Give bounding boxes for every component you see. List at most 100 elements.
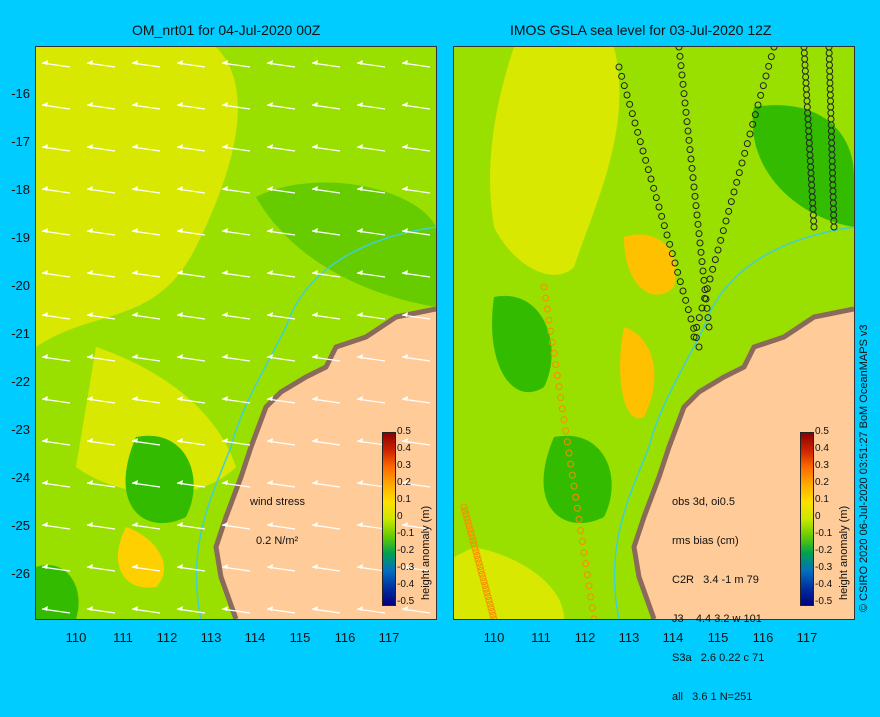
- wind-arrow-head: [357, 102, 363, 107]
- colorbar-tick-label: -0.5: [815, 596, 833, 607]
- altimetry-obs: [488, 608, 496, 616]
- wind-arrow-head: [402, 102, 408, 107]
- altimetry-obs: [830, 223, 838, 231]
- wind-arrow-head: [267, 438, 273, 443]
- x-tick-label-right: 114: [662, 630, 684, 645]
- altimetry-obs: [703, 304, 711, 312]
- wind-arrow-head: [87, 270, 93, 275]
- wind-arrow-head: [222, 396, 228, 401]
- y-tick-label: -23: [11, 422, 30, 437]
- altimetry-obs: [658, 212, 666, 220]
- altimetry-obs: [754, 101, 762, 109]
- altimetry-obs: [693, 323, 701, 331]
- altimetry-obs: [698, 304, 706, 312]
- altimetry-obs: [553, 372, 561, 380]
- left-map-panel: [35, 46, 437, 620]
- wind-arrow-head: [357, 60, 363, 65]
- altimetry-obs: [626, 100, 634, 108]
- altimetry-obs: [741, 149, 749, 157]
- altimetry-obs: [480, 578, 488, 586]
- colorbar-tick-label: 0.4: [397, 443, 411, 454]
- colorbar-tick-label: -0.2: [815, 545, 833, 556]
- x-tick-label-right: 111: [531, 630, 551, 645]
- y-tick-label: -17: [11, 134, 30, 149]
- wind-arrow-head: [87, 480, 93, 485]
- wind-arrow-head: [267, 60, 273, 65]
- obs-stats-row: S3a 2.6 0.22 c 71: [672, 652, 765, 664]
- land-mass: [634, 309, 854, 619]
- altimetry-obs: [762, 72, 770, 80]
- wind-arrow-head: [132, 186, 138, 191]
- wind-arrow-head: [267, 144, 273, 149]
- altimetry-obs: [573, 504, 581, 512]
- colorbar-tick-label: -0.5: [397, 596, 415, 607]
- obs-stats-block: obs 3d, oi0.5 rms bias (cm) C2R 3.4 -1 m…: [672, 470, 764, 717]
- altimetry-obs: [709, 265, 717, 273]
- wind-arrow-head: [132, 354, 138, 359]
- altimetry-obs: [701, 294, 709, 302]
- altimetry-obs: [577, 526, 585, 534]
- wind-arrow-head: [87, 60, 93, 65]
- colorbar-tick-label: 0.5: [815, 426, 829, 437]
- colorbar-tick-label: 0.2: [815, 477, 829, 488]
- altimetry-obs: [570, 482, 578, 490]
- altimetry-obs: [767, 53, 775, 61]
- sea-anomaly-low: [125, 435, 194, 524]
- wind-arrow-head: [222, 312, 228, 317]
- colorbar-title-right: height anomaly (m): [838, 505, 850, 600]
- altimetry-obs: [730, 188, 738, 196]
- altimetry-obs: [678, 71, 686, 79]
- wind-arrow-head: [222, 144, 228, 149]
- altimetry-obs: [680, 90, 688, 98]
- wind-arrow-head: [222, 270, 228, 275]
- altimetry-obs: [560, 416, 568, 424]
- altimetry-obs: [485, 596, 493, 604]
- y-tick-label: -24: [11, 470, 30, 485]
- altimetry-obs: [470, 540, 478, 548]
- wind-arrow-head: [177, 144, 183, 149]
- wind-arrow-head: [402, 396, 408, 401]
- wind-arrow-head: [222, 480, 228, 485]
- wind-arrow-head: [177, 60, 183, 65]
- altimetry-obs: [695, 230, 703, 238]
- altimetry-obs: [687, 155, 695, 163]
- altimetry-obs: [746, 130, 754, 138]
- wind-arrow-head: [177, 228, 183, 233]
- altimetry-obs: [689, 174, 697, 182]
- altimetry-obs: [582, 560, 590, 568]
- altimetry-obs: [563, 438, 571, 446]
- wind-arrow-head: [177, 312, 183, 317]
- wind-arrow-head: [87, 438, 93, 443]
- wind-arrow-head: [312, 606, 318, 611]
- wind-arrow-head: [222, 522, 228, 527]
- altimetry-obs: [671, 259, 679, 267]
- altimetry-obs: [690, 333, 698, 341]
- altimetry-obs: [676, 278, 684, 286]
- altimetry-obs: [663, 231, 671, 239]
- colorbar-tick-label: -0.2: [397, 545, 415, 556]
- wind-arrow-head: [222, 354, 228, 359]
- wind-arrow-head: [42, 228, 48, 233]
- colorbar-tick-label: -0.1: [397, 528, 415, 539]
- colorbar-tick-label: -0.3: [815, 562, 833, 573]
- wind-arrow-head: [42, 312, 48, 317]
- wind-arrow-head: [222, 102, 228, 107]
- altimetry-obs: [711, 256, 719, 264]
- wind-arrow-head: [132, 564, 138, 569]
- altimetry-obs: [697, 248, 705, 256]
- wind-arrow-head: [312, 564, 318, 569]
- altimetry-obs: [562, 427, 570, 435]
- wind-arrow-head: [42, 606, 48, 611]
- colorbar-left: [382, 432, 396, 606]
- wind-arrow-head: [312, 522, 318, 527]
- altimetry-obs: [683, 118, 691, 126]
- wind-arrow-head: [222, 60, 228, 65]
- altimetry-obs: [631, 119, 639, 127]
- wind-arrow-head: [222, 228, 228, 233]
- y-tick-label: -20: [11, 278, 30, 293]
- shelf-contour: [613, 226, 854, 619]
- y-tick-label: -22: [11, 374, 30, 389]
- altimetry-obs: [552, 360, 560, 368]
- wind-arrow-head: [132, 144, 138, 149]
- colorbar-tick-label: 0.2: [397, 477, 411, 488]
